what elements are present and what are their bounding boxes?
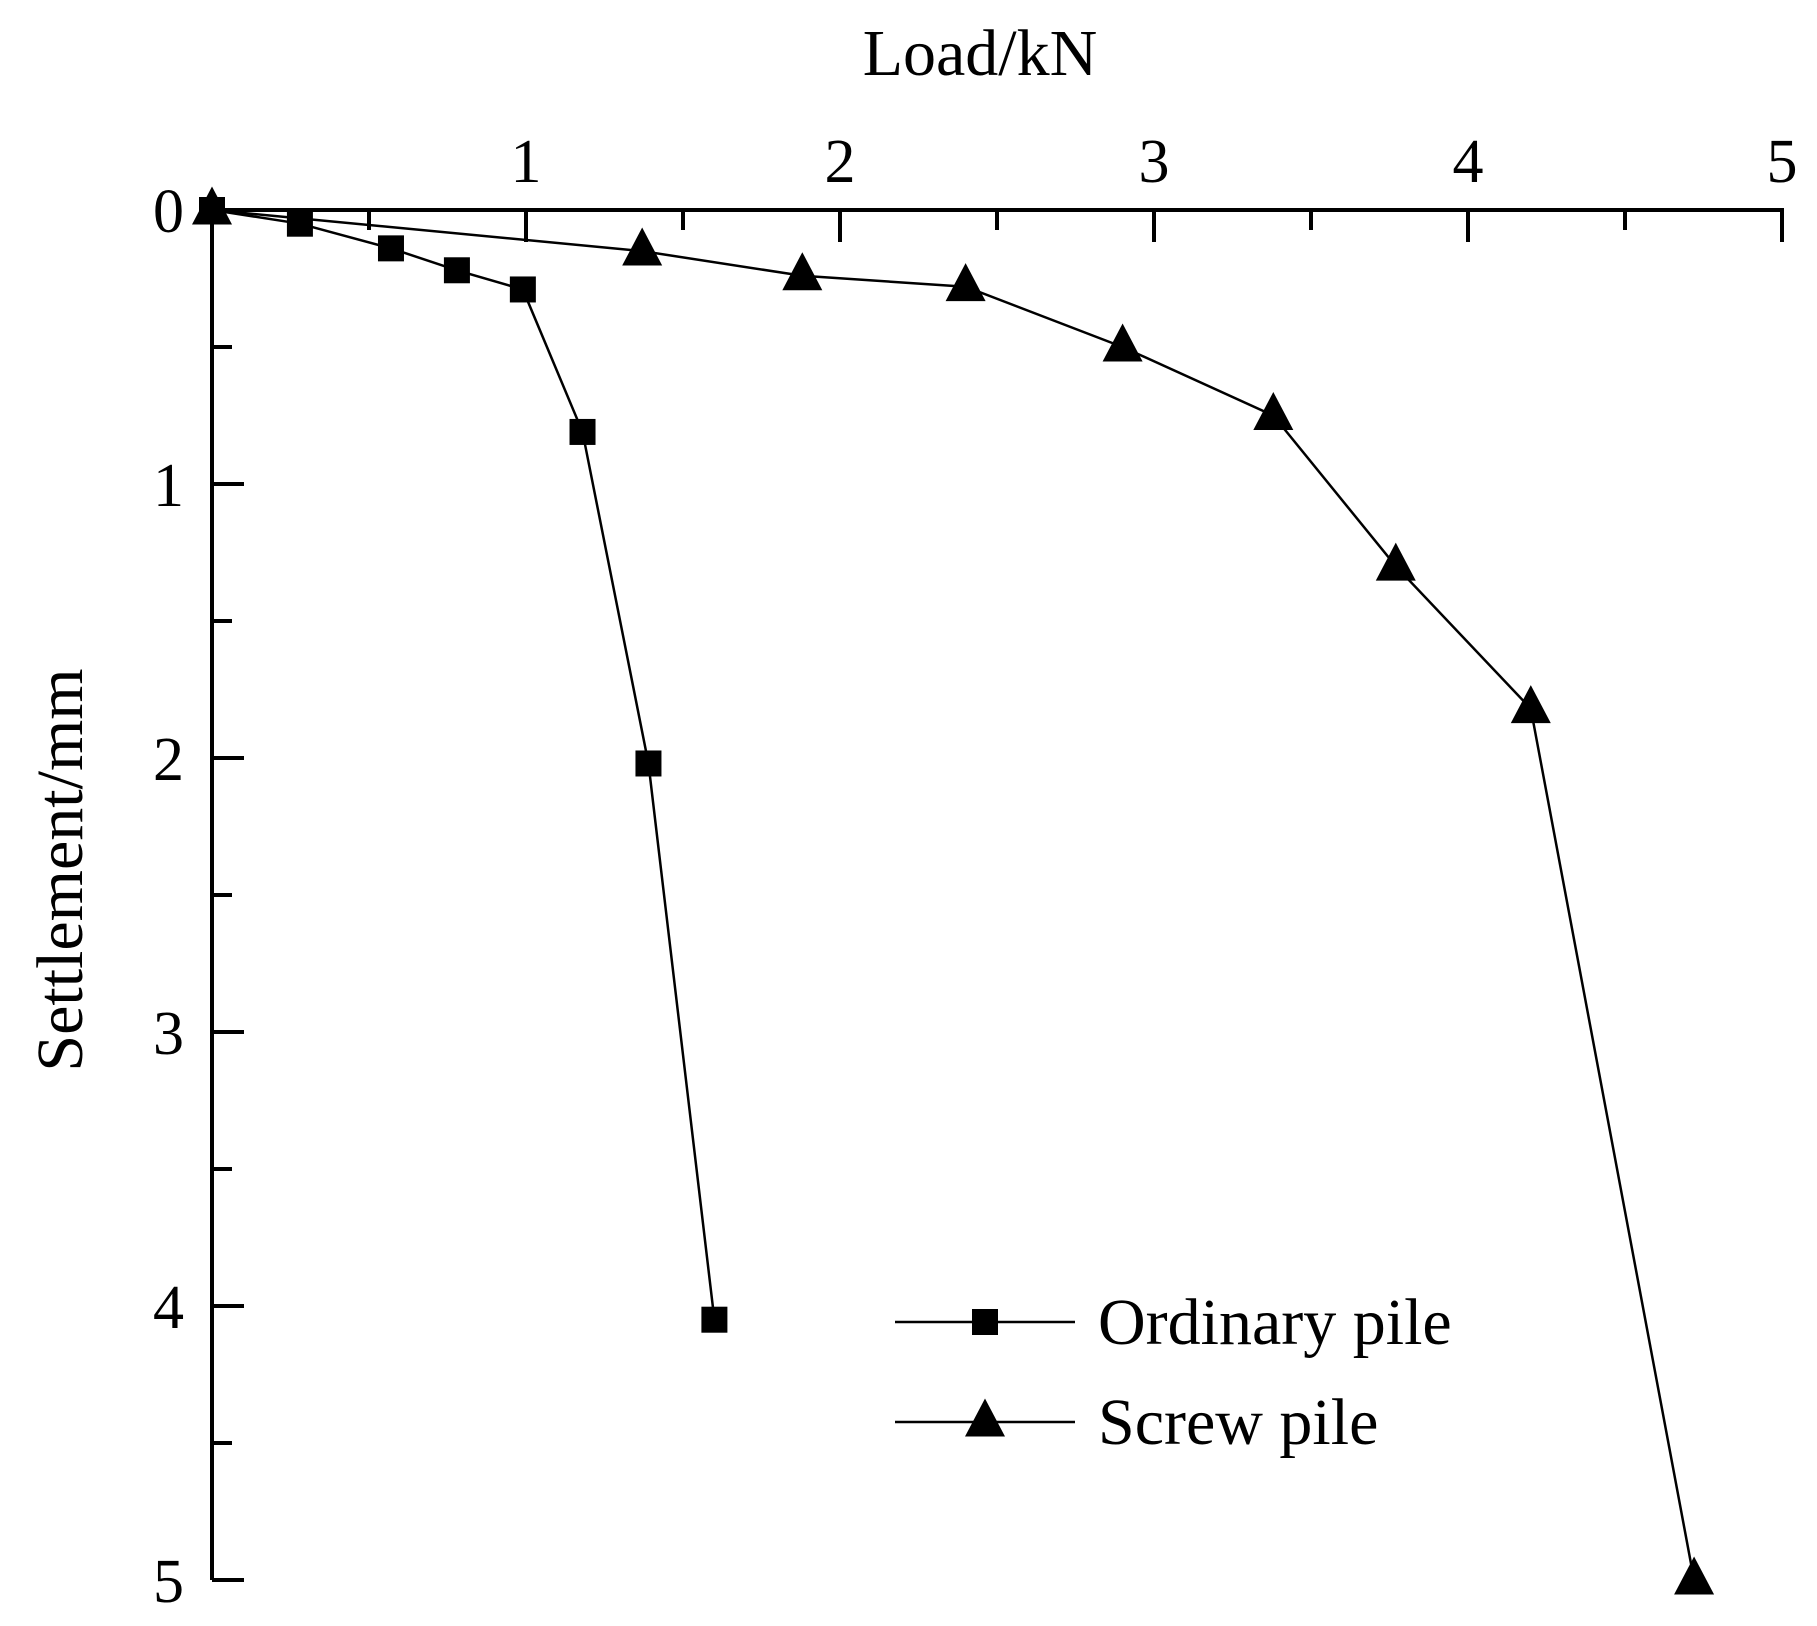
screw-pile-point [1674,1556,1715,1595]
legend-ordinary-pile-marker [972,1309,998,1335]
y-tick-label: 5 [153,1548,184,1616]
x-axis-ticks: 1 2 3 4 5 [367,128,1798,242]
y-tick-label: 2 [153,726,184,794]
axes [210,208,1784,1580]
x-tick-label: 5 [1767,128,1798,196]
screw-pile-line [211,208,1696,1581]
ordinary-pile-point [286,210,313,237]
y-axis-title: Settlement/mm [24,668,97,1071]
screw-pile-point [1253,391,1294,430]
screw-pile-point [1375,542,1416,581]
x-tick-label: 2 [825,128,856,196]
x-tick-label: 3 [1139,128,1170,196]
ordinary-pile-point [701,1306,728,1333]
screw-pile-point [622,227,663,266]
legend-screw-pile-label: Screw pile [1098,1386,1378,1459]
ordinary-pile-point [443,257,470,284]
screw-pile-point [1510,685,1551,724]
y-tick-label: 3 [153,1000,184,1068]
y-tick-label: 1 [153,452,184,520]
y-tick-label: 0 [153,178,184,246]
series-group [192,186,1715,1595]
screw-pile-point [192,186,232,225]
x-tick-label: 4 [1453,128,1484,196]
ordinary-pile-point [635,750,662,777]
ordinary-pile-line [211,208,716,1320]
x-axis-title: Load/kN [863,17,1098,90]
ordinary-pile-point [377,235,404,262]
ordinary-pile-point [509,276,536,303]
x-tick-label: 1 [511,128,542,196]
y-axis-ticks: 0 1 2 3 4 5 [153,178,244,1616]
screw-pile-point [945,263,986,302]
y-tick-label: 4 [153,1274,184,1342]
ordinary-pile-point [569,418,596,445]
screw-pile-point [1102,323,1143,362]
legend-screw-pile-marker [965,1398,1005,1437]
legend: Ordinary pile Screw pile [895,1286,1452,1459]
screw-pile-point [782,252,823,291]
legend-ordinary-pile-label: Ordinary pile [1098,1286,1452,1359]
